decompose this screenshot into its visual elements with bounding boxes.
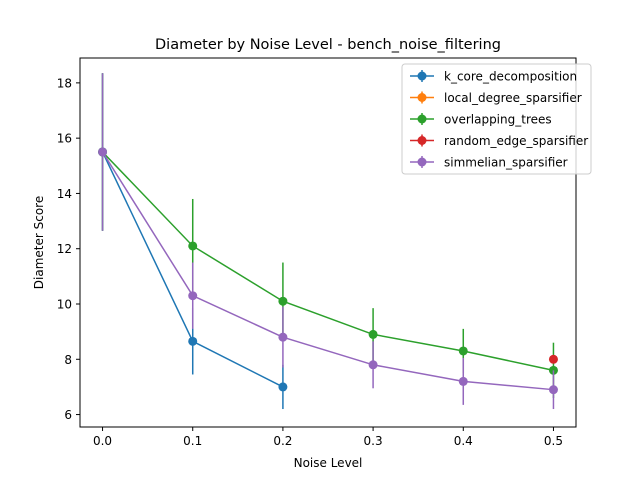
series-line — [101, 151, 554, 391]
x-tick-label: 0.0 — [93, 434, 112, 448]
x-tick-label: 0.2 — [273, 434, 292, 448]
data-point — [278, 332, 288, 342]
data-point — [278, 296, 288, 306]
legend-swatch-marker — [417, 157, 427, 167]
y-tick-label: 18 — [57, 76, 72, 90]
x-axis-label: Noise Level — [294, 456, 363, 470]
legend-label: random_edge_sparsifier — [444, 134, 588, 148]
y-tick-label: 14 — [57, 187, 72, 201]
y-tick-label: 16 — [57, 132, 72, 146]
data-point — [188, 291, 198, 301]
legend-swatch-marker — [417, 114, 427, 124]
legend-swatch-marker — [417, 71, 427, 81]
data-point — [98, 147, 108, 157]
x-tick-label: 0.3 — [364, 434, 383, 448]
plot-area — [98, 73, 558, 410]
legend-label: k_core_decomposition — [444, 70, 577, 84]
legend-swatch-marker — [417, 136, 427, 145]
legend-label: simmelian_sparsifier — [444, 156, 568, 170]
legend: k_core_decomposition local_degree_sparsif… — [401, 63, 592, 175]
y-tick-label: 12 — [57, 242, 72, 256]
y-tick-label: 10 — [57, 298, 72, 312]
series-line — [102, 151, 554, 372]
data-point — [188, 336, 198, 346]
legend-swatch-marker — [417, 93, 427, 102]
series-random_edge_sparsifier — [548, 354, 558, 364]
legend-box — [401, 63, 592, 175]
x-tick-label: 0.5 — [544, 434, 563, 448]
chart-title: Diameter by Noise Level - bench_noise_fi… — [155, 37, 501, 53]
data-point — [548, 385, 558, 395]
data-point — [278, 382, 288, 392]
x-tick-label: 0.4 — [454, 434, 473, 448]
legend-label: overlapping_trees — [444, 113, 552, 127]
legend-label: local_degree_sparsifier — [444, 91, 582, 105]
y-tick-label: 6 — [64, 408, 72, 422]
series-simmelian_sparsifier — [98, 73, 558, 410]
data-point — [368, 329, 378, 339]
axes-frame — [79, 57, 577, 428]
data-point — [458, 376, 468, 386]
data-point — [188, 241, 198, 251]
axis-ticks: 0.0 0.1 0.2 0.3 0.4 0.5 6 8 10 12 14 16 18 — [57, 76, 563, 448]
x-tick-label: 0.1 — [183, 434, 202, 448]
y-axis-label: Diameter Score — [32, 196, 46, 289]
data-point — [458, 346, 468, 356]
y-tick-label: 8 — [64, 353, 72, 367]
data-point — [368, 360, 378, 370]
data-point — [548, 354, 558, 364]
